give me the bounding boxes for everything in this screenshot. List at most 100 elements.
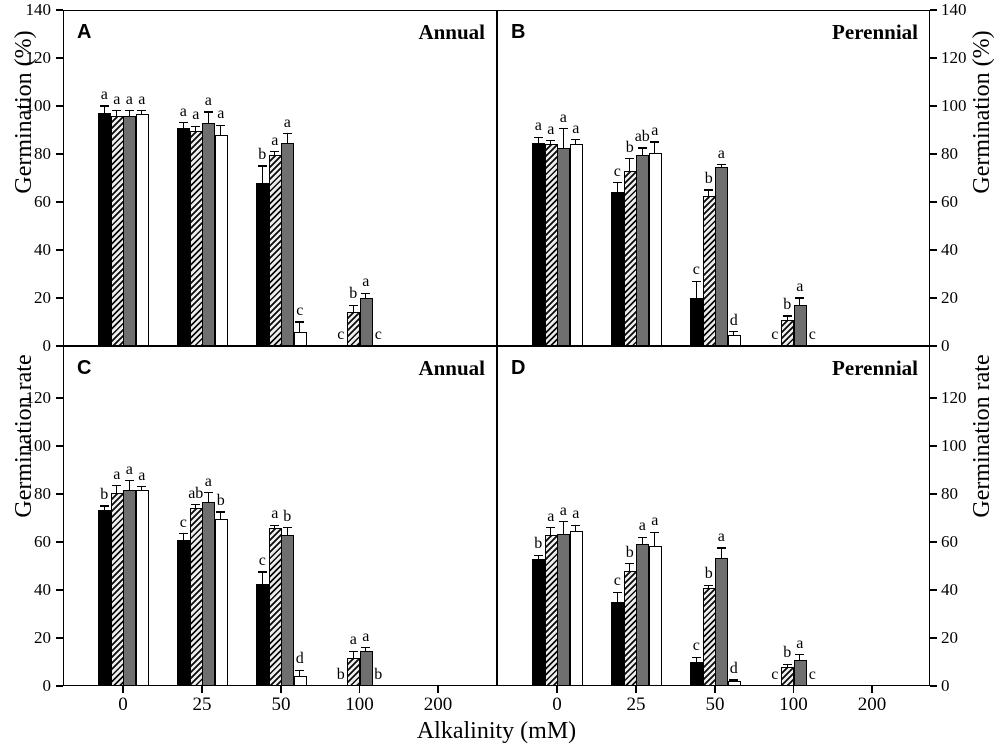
error-bar-line xyxy=(365,647,367,652)
error-bar-line xyxy=(562,128,564,148)
error-bar-line xyxy=(733,331,735,336)
y-tick-label: 0 xyxy=(42,336,52,355)
error-bar-cap xyxy=(282,132,292,135)
y-tick-label: 60 xyxy=(941,192,958,211)
sig-letter: a xyxy=(796,278,804,295)
error-bar-line xyxy=(629,158,631,171)
error-bar-cap xyxy=(637,536,647,538)
sig-letter: d xyxy=(295,650,304,668)
error-bar-cap xyxy=(691,656,701,658)
error-bar-cap xyxy=(571,138,581,141)
error-bar-cap xyxy=(782,663,792,666)
error-bar-line xyxy=(695,657,697,662)
bar-hatched xyxy=(781,666,794,686)
error-bar-line xyxy=(261,166,263,183)
error-bar-line xyxy=(299,670,301,677)
sig-letter: b xyxy=(100,486,109,503)
error-bar-line xyxy=(274,525,276,528)
error-bar-cap xyxy=(137,110,147,112)
y-tick-label: 80 xyxy=(34,144,51,163)
error-bar-cap xyxy=(716,164,726,166)
y-tick-mark xyxy=(930,397,937,399)
y-tick-mark xyxy=(930,57,937,59)
y-tick-mark xyxy=(930,493,937,495)
bar-hatched xyxy=(347,312,360,346)
bar-gray xyxy=(636,155,649,346)
y-tick-mark xyxy=(56,201,63,203)
error-bar-cap xyxy=(704,584,714,586)
error-bar-line xyxy=(116,485,118,493)
sig-letter: a xyxy=(547,507,555,525)
error-bar-line xyxy=(562,521,564,534)
error-bar-line xyxy=(720,164,722,168)
sig-letter: d xyxy=(729,311,738,329)
y-tick-label: 80 xyxy=(941,144,958,163)
y-tick-mark xyxy=(56,541,63,543)
y-tick-label: 40 xyxy=(941,240,958,259)
error-bar-cap xyxy=(691,280,701,282)
error-bar-cap xyxy=(729,330,739,333)
bar-white xyxy=(569,531,583,686)
sig-letter: b xyxy=(704,565,713,583)
x-tick-mark xyxy=(871,686,873,693)
error-bar-cap xyxy=(112,110,122,112)
y-tick-mark xyxy=(56,153,63,155)
y-tick-label: 120 xyxy=(25,388,52,407)
sig-letter: a xyxy=(534,117,542,135)
bar-hatched xyxy=(623,570,637,686)
sig-letter: b xyxy=(283,507,292,525)
sig-letter: a xyxy=(113,90,121,108)
y-tick-mark xyxy=(56,397,63,399)
sig-letter: a xyxy=(547,120,555,138)
x-tick-mark xyxy=(358,686,361,693)
bar-white xyxy=(569,144,583,346)
sig-letter: a xyxy=(100,86,108,103)
bar-hatched xyxy=(544,534,558,686)
error-bar-line xyxy=(799,298,801,306)
y-tick-label: 120 xyxy=(25,48,52,67)
sig-letter: c xyxy=(258,552,266,569)
x-tick-label: 200 xyxy=(423,694,453,715)
error-bar-line xyxy=(103,106,105,114)
error-bar-line xyxy=(550,527,552,535)
bar-gray xyxy=(793,305,807,346)
sig-letter: a xyxy=(559,108,567,126)
bar-black xyxy=(611,192,624,346)
bar-gray xyxy=(793,659,807,686)
x-tick-label: 100 xyxy=(779,694,808,715)
y-tick-mark xyxy=(930,345,937,347)
sig-letter: a xyxy=(204,92,212,109)
error-bar-cap xyxy=(361,292,371,294)
x-tick-label: 200 xyxy=(857,694,887,715)
bar-hatched xyxy=(544,144,558,346)
y-tick-mark xyxy=(56,445,63,447)
bar-black xyxy=(177,127,190,346)
y-tick-label: 0 xyxy=(941,676,950,695)
error-bar-cap xyxy=(203,111,213,113)
error-bar-line xyxy=(128,480,130,491)
y-tick-mark xyxy=(930,153,937,155)
y-tick-label: 0 xyxy=(42,676,52,695)
x-tick-label: 50 xyxy=(705,694,725,715)
error-bar-cap xyxy=(571,524,581,526)
error-bar-cap xyxy=(650,531,660,534)
sig-letter: b xyxy=(336,666,345,683)
error-bar-cap xyxy=(282,526,292,529)
error-bar-line xyxy=(220,125,222,135)
y-tick-label: 100 xyxy=(25,436,52,455)
sig-letter: c xyxy=(808,666,816,683)
y-tick-mark xyxy=(56,57,63,59)
sig-letter: a xyxy=(271,131,279,149)
sig-letter: b xyxy=(783,644,792,662)
bar-gray xyxy=(123,490,136,686)
error-bar-cap xyxy=(612,591,622,594)
bar-gray xyxy=(715,557,728,686)
x-tick-mark xyxy=(714,686,716,693)
bar-black xyxy=(532,143,545,346)
error-bar-line xyxy=(274,151,276,156)
bar-hatched xyxy=(110,492,124,686)
error-bar-line xyxy=(195,504,197,509)
error-bar-line xyxy=(116,110,118,116)
y-tick-label: 40 xyxy=(941,580,958,599)
